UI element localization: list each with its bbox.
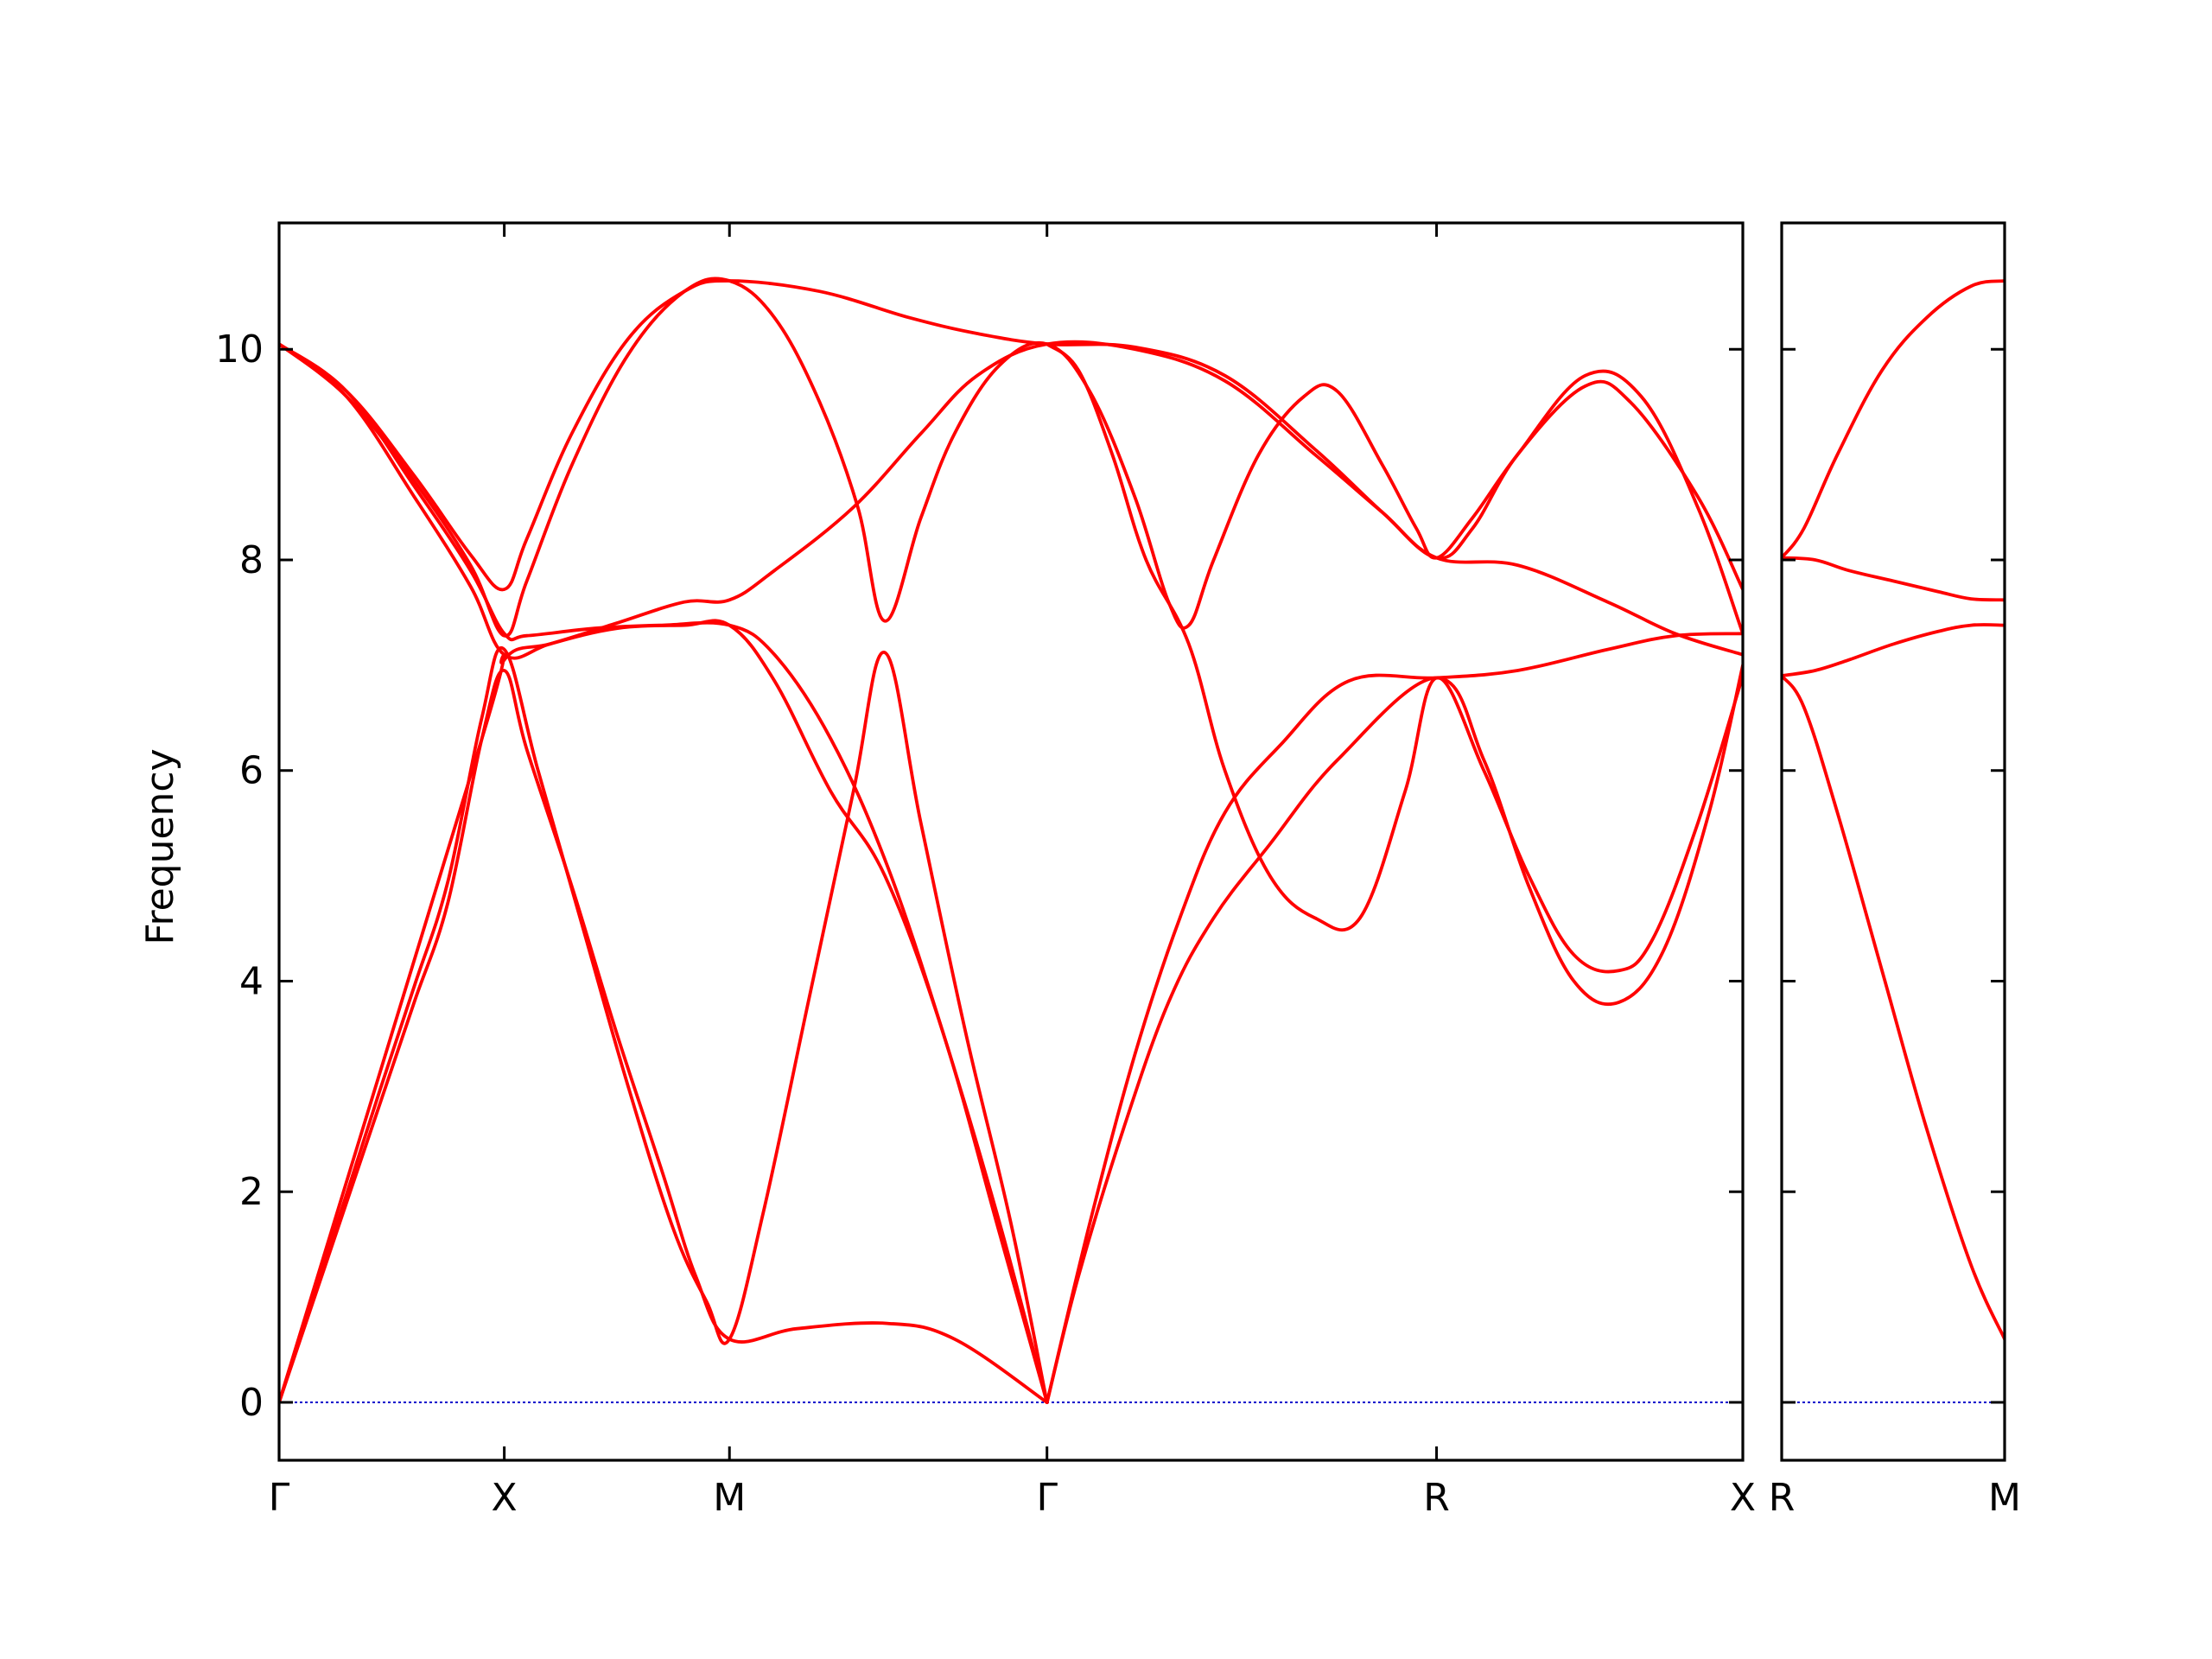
- band-right-2: [1782, 623, 2005, 677]
- x-tick-label: M: [1988, 1476, 2021, 1520]
- x-tick-label: R: [1423, 1476, 1450, 1520]
- x-tick-label: M: [713, 1476, 746, 1520]
- plot-frame-left: [277, 221, 1745, 1462]
- y-tick-label: 8: [239, 538, 264, 582]
- band-right-1: [1782, 674, 2005, 1341]
- bands-left: [279, 276, 1743, 1404]
- x-tick-label: X: [1730, 1476, 1756, 1520]
- band-left-4: [279, 340, 1743, 660]
- band-left-10: [1045, 664, 1743, 1404]
- x-tick-label: R: [1769, 1476, 1796, 1520]
- x-tick-label: Γ: [1036, 1476, 1058, 1520]
- band-left-1: [279, 669, 1049, 1404]
- band-right-4: [1782, 279, 2005, 560]
- band-left-8: [1045, 632, 1743, 1404]
- band-right-3: [1782, 556, 2005, 602]
- band-left-9: [1045, 342, 1743, 974]
- panel-left: 0 2 4 6 8 10 Γ X M Γ R X: [215, 221, 1756, 1520]
- band-left-6: [279, 276, 1743, 638]
- bands-right: [1782, 279, 2005, 1341]
- x-tick-label: X: [492, 1476, 518, 1520]
- band-left-2: [279, 645, 1049, 1404]
- band-left-7: [279, 619, 1049, 1404]
- band-left-5: [279, 279, 1743, 592]
- y-tick-label: 6: [239, 749, 264, 793]
- plot-frame-right: [1780, 221, 2006, 1462]
- y-axis-title: Frequency: [138, 748, 182, 944]
- y-tick-label: 2: [239, 1170, 264, 1214]
- x-tick-label: Γ: [269, 1476, 290, 1520]
- y-tick-label: 10: [215, 327, 264, 372]
- y-tick-label: 4: [239, 959, 264, 1003]
- y-axis-label: Frequency: [138, 748, 182, 944]
- y-tick-label: 0: [239, 1381, 264, 1425]
